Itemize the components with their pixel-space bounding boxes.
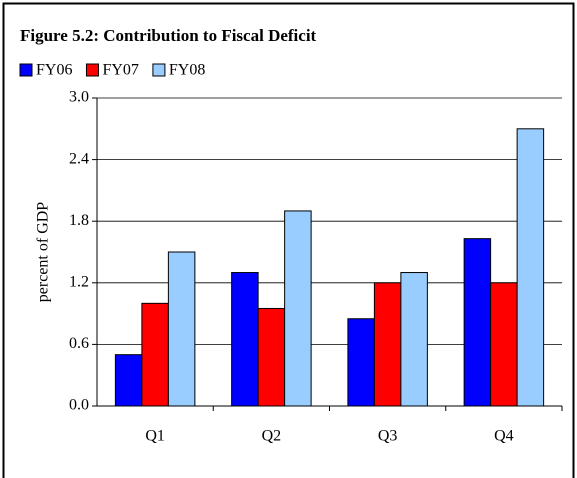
y-tick-label: 0.6 (69, 335, 89, 352)
legend-label: FY07 (102, 62, 138, 79)
legend-label: FY08 (169, 62, 205, 79)
bar (141, 302, 169, 407)
bar (167, 251, 196, 407)
bar (463, 238, 492, 407)
y-tick-label: 2.4 (69, 150, 89, 167)
legend-label: FY06 (36, 62, 72, 79)
legend-swatch (19, 63, 33, 77)
bar (347, 318, 375, 407)
y-tick-label: 3.0 (69, 89, 89, 106)
bar (373, 282, 402, 407)
bar (257, 307, 286, 407)
x-tick-label: Q2 (262, 428, 282, 445)
y-tick-label: 1.8 (69, 212, 89, 229)
x-tick-label: Q4 (494, 428, 514, 445)
bar (231, 272, 259, 407)
bar (516, 128, 545, 407)
bar (490, 282, 518, 407)
bar (114, 354, 143, 407)
x-tick-label: Q1 (145, 428, 165, 445)
y-tick-label: 1.2 (69, 273, 89, 290)
bar (400, 272, 428, 407)
y-axis-label: percent of GDP (35, 202, 52, 303)
legend-swatch (85, 63, 99, 77)
legend-swatch (152, 63, 166, 77)
chart-title: Figure 5.2: Contribution to Fiscal Defic… (20, 26, 317, 45)
y-tick-label: 0.0 (69, 397, 89, 414)
bar (284, 210, 312, 407)
x-tick-label: Q3 (378, 428, 398, 445)
